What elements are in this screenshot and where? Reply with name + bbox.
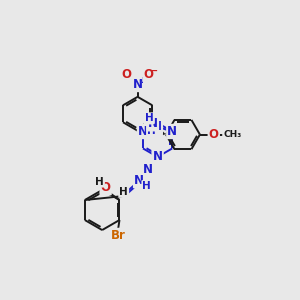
Text: O: O bbox=[209, 128, 219, 141]
Text: CH₃: CH₃ bbox=[223, 130, 242, 139]
Text: H: H bbox=[142, 181, 151, 191]
Text: N: N bbox=[133, 78, 142, 91]
Text: N: N bbox=[167, 125, 177, 138]
Text: N: N bbox=[138, 125, 148, 138]
Text: −: − bbox=[150, 66, 158, 76]
Text: N: N bbox=[143, 163, 153, 176]
Text: O: O bbox=[100, 181, 111, 194]
Text: +: + bbox=[138, 76, 145, 85]
Text: N: N bbox=[153, 150, 163, 164]
Text: H: H bbox=[147, 127, 156, 136]
Text: H: H bbox=[145, 113, 154, 123]
Text: N: N bbox=[134, 174, 144, 187]
Text: O: O bbox=[143, 68, 153, 81]
Text: H: H bbox=[95, 176, 104, 187]
Text: Br: Br bbox=[110, 229, 125, 242]
Text: H: H bbox=[119, 187, 128, 196]
Text: N: N bbox=[152, 120, 162, 134]
Text: O: O bbox=[122, 68, 132, 81]
Text: N: N bbox=[148, 117, 158, 130]
